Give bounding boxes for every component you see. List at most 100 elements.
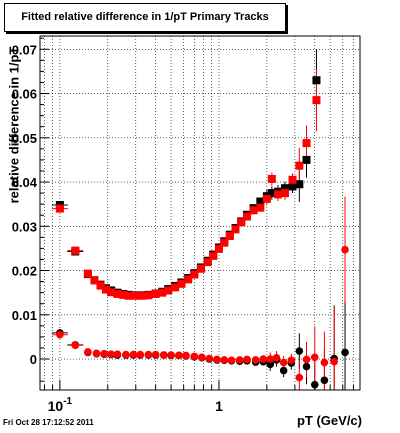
data-point-circle — [266, 355, 275, 363]
data-point-square — [196, 264, 205, 273]
data-point-square — [295, 161, 304, 170]
data-point-square — [190, 270, 199, 279]
data-point-circle — [84, 348, 92, 356]
data-point-circle — [272, 353, 281, 362]
data-point-circle — [151, 350, 160, 359]
data-point-square — [171, 283, 180, 292]
data-point-circle — [56, 330, 64, 339]
data-point-square — [249, 206, 258, 215]
y-tick-label: 0.07 — [12, 42, 37, 57]
data-point-circle — [320, 376, 329, 385]
footer-timestamp: Fri Oct 28 17:12:52 2011 — [3, 418, 94, 427]
data-point-circle — [100, 349, 109, 358]
data-point-square — [55, 204, 64, 213]
data-point-square — [138, 291, 147, 300]
data-point-circle — [92, 349, 101, 358]
data-point-circle — [266, 360, 275, 369]
data-point-square — [302, 155, 311, 164]
data-markers — [55, 76, 349, 389]
data-point-circle — [279, 358, 288, 367]
plot-frame — [39, 35, 361, 391]
x-axis-label: pT (GeV/c) — [296, 413, 362, 428]
data-point-circle — [235, 356, 244, 364]
data-point-circle — [341, 245, 349, 254]
x-tick-label: 10-1 — [48, 396, 73, 414]
y-tick-label: 0.06 — [12, 87, 37, 102]
data-point-circle — [302, 355, 311, 364]
data-point-square — [90, 276, 99, 285]
x-tick-label: 1 — [215, 398, 223, 414]
data-point-square — [280, 189, 289, 198]
y-tick-label: 0.03 — [12, 219, 37, 234]
data-point-circle — [259, 355, 268, 363]
axis-ticks: 0 0.01 0.02 0.03 0.04 0.05 0.06 0.07 10-1 1 — [12, 37, 354, 414]
data-point-square — [203, 258, 212, 267]
data-point-circle — [129, 350, 138, 359]
data-point-square — [267, 174, 276, 183]
y-axis-label: relative difference in 1/pT — [6, 46, 22, 204]
data-point-square — [71, 246, 80, 255]
data-point-circle — [144, 350, 153, 359]
data-point-circle — [227, 356, 236, 365]
data-point-circle — [113, 350, 122, 358]
data-point-circle — [295, 347, 304, 355]
data-point-circle — [167, 351, 175, 359]
data-point-square — [280, 184, 289, 193]
data-point-square — [83, 269, 92, 278]
data-point-square — [242, 212, 251, 221]
data-point-circle — [159, 351, 168, 359]
data-point-square — [131, 291, 140, 300]
data-point-square — [312, 76, 321, 85]
data-point-square — [288, 175, 297, 184]
data-point-circle — [198, 353, 206, 362]
error-bars — [51, 49, 346, 390]
data-point-square — [262, 194, 271, 203]
data-point-square — [144, 291, 153, 300]
data-point-circle — [243, 355, 251, 364]
grid — [40, 36, 360, 390]
data-point-circle — [302, 362, 311, 371]
data-point-circle — [251, 356, 260, 364]
data-point-circle — [71, 341, 80, 350]
data-point-square — [220, 238, 229, 247]
data-point-circle — [279, 366, 288, 375]
chart-title: Fitted relative difference in 1/pT Prima… — [4, 3, 286, 32]
data-point-square — [225, 232, 234, 241]
data-point-square — [209, 251, 218, 260]
data-point-circle — [107, 350, 115, 358]
y-tick-label: 0.05 — [12, 131, 37, 146]
y-tick-label: 0 — [30, 352, 37, 367]
data-point-circle — [122, 350, 130, 359]
data-point-square — [119, 290, 128, 299]
data-point-square — [237, 218, 246, 227]
data-point-circle — [220, 356, 229, 364]
data-point-square — [295, 180, 304, 189]
data-point-square — [256, 203, 265, 212]
data-point-circle — [310, 353, 319, 362]
data-point-square — [124, 291, 133, 300]
data-point-square — [107, 288, 116, 297]
data-point-circle — [213, 355, 221, 364]
axes-frame — [39, 35, 361, 391]
data-point-square — [177, 279, 186, 288]
data-point-circle — [190, 352, 199, 361]
data-point-circle — [310, 380, 319, 389]
data-point-square — [151, 289, 160, 298]
data-point-square — [231, 225, 240, 234]
y-tick-label: 0.04 — [12, 175, 38, 190]
data-point-circle — [320, 358, 329, 367]
data-point-square — [274, 190, 283, 199]
data-point-square — [164, 286, 173, 295]
data-point-square — [312, 96, 321, 105]
data-point-circle — [341, 348, 349, 357]
data-point-circle — [136, 350, 145, 359]
data-point-square — [288, 182, 297, 191]
data-point-square — [302, 139, 311, 148]
data-point-circle — [330, 357, 338, 366]
y-tick-label: 0.02 — [12, 264, 37, 279]
data-point-circle — [182, 351, 190, 360]
data-point-square — [214, 244, 223, 253]
data-point-square — [256, 197, 265, 206]
data-point-square — [184, 275, 193, 284]
